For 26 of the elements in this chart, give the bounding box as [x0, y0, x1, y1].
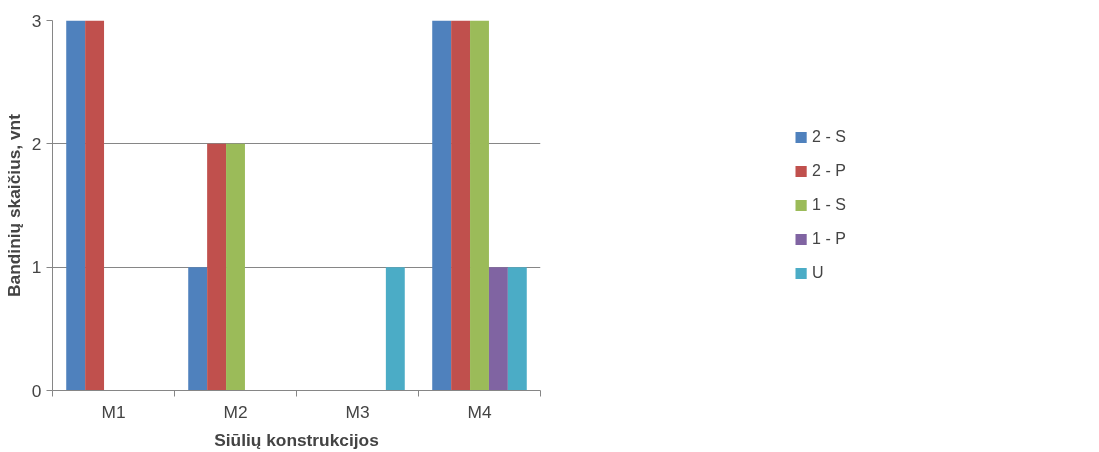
x-tick-label: M3	[345, 401, 370, 422]
legend-label: 2 - S	[812, 128, 846, 146]
bar	[451, 20, 471, 391]
bar	[66, 20, 86, 391]
y-tick-label: 2	[31, 133, 42, 154]
bar	[507, 267, 527, 391]
x-tick-label: M2	[223, 401, 248, 422]
y-tick-label: 1	[31, 257, 42, 278]
bar	[385, 267, 405, 391]
bar	[207, 143, 227, 391]
x-axis-title: Siūlių konstrukcijos	[214, 429, 379, 450]
legend-label: U	[812, 264, 825, 282]
y-tick-label: 3	[31, 10, 42, 31]
bar	[488, 267, 508, 391]
bar	[188, 267, 208, 391]
bar	[226, 143, 245, 391]
legend-label: 1 - S	[812, 196, 846, 214]
bar	[85, 20, 105, 391]
y-axis-title: Bandinių skaičius, vnt	[3, 113, 24, 297]
bar	[432, 20, 452, 391]
bar	[470, 20, 489, 391]
x-tick-label: M4	[467, 401, 492, 422]
legend-label: 2 - P	[812, 162, 846, 180]
y-tick-label: 0	[31, 380, 42, 401]
legend-label: 1 - P	[812, 230, 846, 248]
x-tick-label: M1	[101, 401, 126, 422]
